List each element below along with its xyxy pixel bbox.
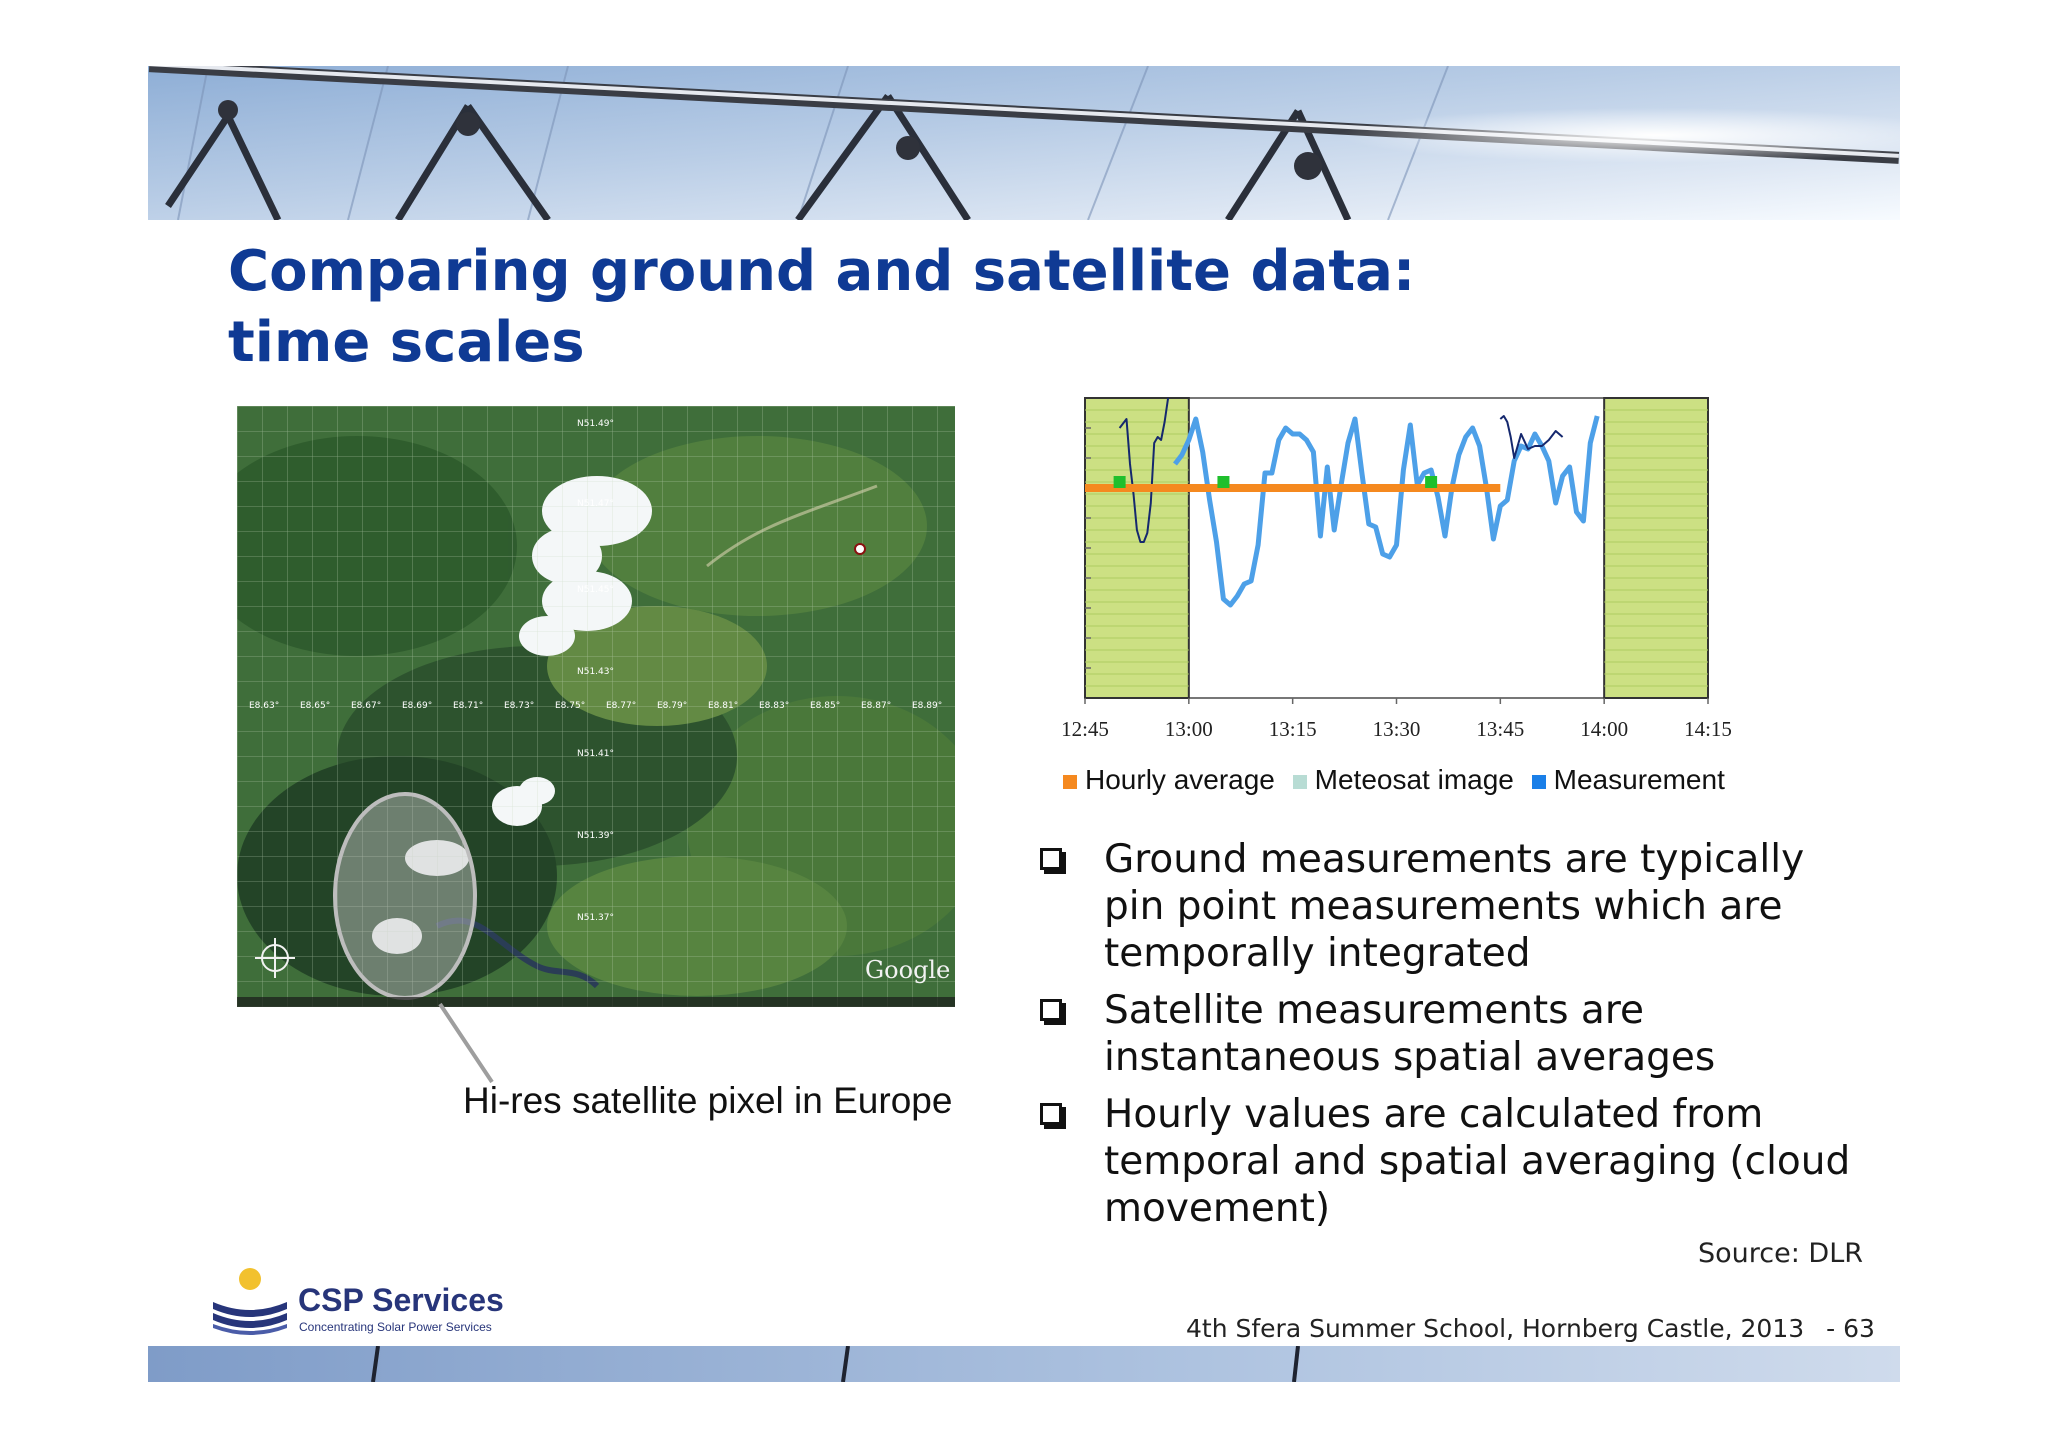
bullet-text: Hourly values are calculated from tempor… bbox=[1104, 1092, 1851, 1231]
checkbox-bullet-icon bbox=[1040, 848, 1062, 870]
map-lon-label: E8.69° bbox=[402, 701, 432, 711]
slide-title-line-1: Comparing ground and satellite data: bbox=[228, 239, 1416, 304]
map-lon-label: E8.73° bbox=[504, 701, 534, 711]
map-lon-label: E8.77° bbox=[606, 701, 636, 711]
x-axis-tick-label: 12:45 bbox=[1061, 717, 1109, 741]
legend-swatch-orange bbox=[1063, 774, 1077, 789]
meteosat-point bbox=[1425, 476, 1438, 488]
legend-item-measurement: Measurement bbox=[1531, 764, 1725, 796]
x-axis-tick-label: 13:15 bbox=[1269, 717, 1317, 741]
map-lat-label: N51.49° bbox=[577, 419, 614, 429]
map-lon-label: E8.81° bbox=[708, 701, 738, 711]
bullet-text: Satellite measurements are instantaneous… bbox=[1104, 988, 1716, 1080]
chart-shaded-interval bbox=[1603, 397, 1710, 699]
footer-event: 4th Sfera Summer School, Hornberg Castle… bbox=[1186, 1314, 1805, 1343]
logo-tagline: Concentrating Solar Power Services bbox=[299, 1320, 492, 1334]
ground-detail-line-before bbox=[1118, 397, 1170, 543]
irradiance-chart: 12:45 13:00 13:15 13:30 13:45 14:00 14:15 bbox=[1060, 393, 1760, 803]
logo-name: CSP Services bbox=[298, 1282, 504, 1318]
map-lon-label: E8.89° bbox=[912, 701, 942, 711]
map-lon-label: E8.85° bbox=[810, 701, 840, 711]
ground-detail-line-after bbox=[1499, 415, 1564, 459]
map-lat-label: N51.45° bbox=[577, 585, 614, 595]
header-banner-image bbox=[148, 66, 1900, 220]
legend-label: Hourly average bbox=[1085, 764, 1275, 795]
bullet-item: Satellite measurements are instantaneous… bbox=[1038, 987, 1858, 1081]
chart-legend: Hourly average Meteosat image Measuremen… bbox=[1063, 764, 1735, 796]
slide-title-line-2: time scales bbox=[228, 310, 585, 375]
map-lon-label: E8.63° bbox=[249, 701, 279, 711]
x-axis-tick-label: 13:30 bbox=[1373, 717, 1421, 741]
map-lon-label: E8.65° bbox=[300, 701, 330, 711]
legend-swatch-teal bbox=[1292, 774, 1307, 789]
x-axis-tick-label: 14:00 bbox=[1580, 717, 1628, 741]
legend-swatch-blue bbox=[1531, 774, 1546, 789]
satellite-map-image: N51.49° N51.47° N51.45° N51.43° N51.41° … bbox=[237, 406, 955, 1007]
map-caption-pointer bbox=[438, 1002, 494, 1084]
bullet-text: Ground measurements are typically pin po… bbox=[1104, 837, 1805, 976]
bullet-item: Ground measurements are typically pin po… bbox=[1038, 836, 1858, 977]
map-lon-label: E8.71° bbox=[453, 701, 483, 711]
map-lon-label: E8.83° bbox=[759, 701, 789, 711]
map-caption: Hi-res satellite pixel in Europe bbox=[463, 1080, 953, 1121]
checkbox-bullet-icon bbox=[1040, 999, 1062, 1021]
bullet-list: Ground measurements are typically pin po… bbox=[1038, 836, 1858, 1242]
map-lon-label: E8.79° bbox=[657, 701, 687, 711]
x-axis-tick-label: 14:15 bbox=[1684, 717, 1732, 741]
slide-title: Comparing ground and satellite data: tim… bbox=[228, 236, 1415, 378]
map-lat-label: N51.47° bbox=[577, 499, 614, 509]
map-lon-label: E8.75° bbox=[555, 701, 585, 711]
legend-label: Measurement bbox=[1553, 764, 1725, 795]
map-lat-label: N51.39° bbox=[577, 831, 614, 841]
footer: 4th Sfera Summer School, Hornberg Castle… bbox=[1186, 1314, 1875, 1343]
meteosat-point bbox=[1113, 476, 1126, 488]
bullet-item: Hourly values are calculated from tempor… bbox=[1038, 1091, 1858, 1232]
legend-label: Meteosat image bbox=[1314, 764, 1514, 795]
checkbox-bullet-icon bbox=[1040, 1103, 1062, 1125]
x-axis-tick-label: 13:45 bbox=[1476, 717, 1524, 741]
map-lon-label: E8.67° bbox=[351, 701, 381, 711]
meteosat-point bbox=[1217, 476, 1230, 488]
sun-dish-logo-icon bbox=[213, 1268, 287, 1335]
chart-shaded-interval bbox=[1084, 397, 1190, 699]
x-axis-tick-label: 13:00 bbox=[1165, 717, 1213, 741]
map-watermark: Google bbox=[865, 956, 950, 984]
page-number: - 63 bbox=[1826, 1314, 1875, 1343]
map-lat-label: N51.41° bbox=[577, 749, 614, 759]
footer-banner-image bbox=[148, 1346, 1900, 1382]
map-compass-icon bbox=[255, 938, 295, 978]
source-note: Source: DLR bbox=[1698, 1238, 1864, 1269]
company-logo: CSP Services Concentrating Solar Power S… bbox=[210, 1264, 510, 1338]
map-lon-label: E8.87° bbox=[861, 701, 891, 711]
legend-item-meteosat-image: Meteosat image bbox=[1292, 764, 1514, 796]
map-lat-label: N51.43° bbox=[577, 667, 614, 677]
legend-item-hourly-average: Hourly average bbox=[1063, 764, 1275, 796]
map-lat-label: N51.37° bbox=[577, 913, 614, 923]
